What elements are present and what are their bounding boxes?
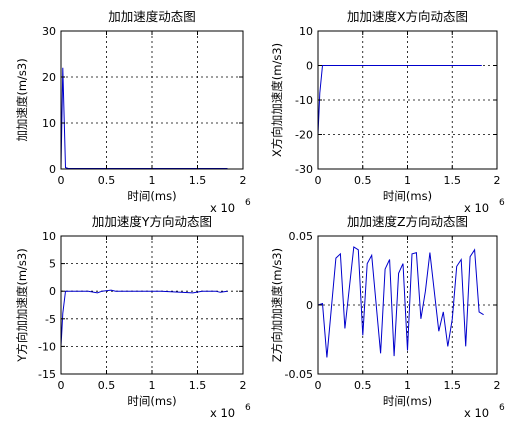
y-tick-label: 30 [42,25,56,38]
y-tick-label: -10 [38,340,56,353]
x-tick-label: 0 [315,379,322,392]
x-tick-label: 1.5 [444,379,462,392]
x-axis-label: 时间(ms) [127,394,176,408]
x-axis-multiplier: x 10 [464,406,489,420]
y-tick-label: -10 [295,94,313,107]
x-tick-label: 1.5 [444,174,462,187]
y-axis-label: Z方向加加速度(m/s3) [270,248,284,362]
y-tick-label: 0 [306,299,313,312]
y-tick-label: 0 [49,285,56,298]
x-axis-exponent: 6 [499,403,505,413]
x-tick-label: 0.5 [98,174,116,187]
y-axis-label: X方向加加速度(m/s3) [270,43,284,157]
x-tick-label: 0 [315,174,322,187]
y-tick-label: -15 [38,368,56,381]
x-tick-label: 1.5 [189,379,207,392]
series-line-1 [60,289,228,347]
x-axis-multiplier: x 10 [464,201,489,215]
y-tick-label: -30 [295,163,313,176]
y-tick-label: 0 [306,60,313,73]
x-tick-label: 1 [149,174,156,187]
y-tick-label: 10 [42,230,56,243]
x-axis-label: 时间(ms) [383,189,432,203]
chart-title: 加加速度Y方向动态图 [92,214,212,229]
y-tick-label: 5 [49,258,56,271]
x-tick-label: 0.5 [98,379,116,392]
x-tick-label: 1 [404,379,411,392]
y-tick-label: 10 [42,117,56,130]
y-axis-label: Y方向加加速度(m/s3) [15,248,29,362]
y-tick-label: -5 [45,313,56,326]
y-tick-label: 20 [42,71,56,84]
x-axis-label: 时间(ms) [383,394,432,408]
x-axis-multiplier: x 10 [210,406,235,420]
x-axis-exponent: 6 [245,403,251,413]
x-axis-exponent: 6 [499,198,505,208]
x-tick-label: 0 [58,174,65,187]
y-tick-label: 0.05 [289,230,314,243]
y-tick-label: 10 [299,25,313,38]
y-tick-label: -20 [295,129,313,142]
x-tick-label: 0.5 [354,379,372,392]
y-tick-label: -0.05 [285,368,313,381]
x-axis-exponent: 6 [245,198,251,208]
x-axis-label: 时间(ms) [127,189,176,203]
x-tick-label: 2 [494,174,501,187]
x-tick-label: 2 [240,174,247,187]
x-tick-label: 1 [404,174,411,187]
x-tick-label: 0.5 [354,174,372,187]
x-tick-label: 2 [240,379,247,392]
y-tick-label: 0 [49,163,56,176]
y-axis-label: 加加速度(m/s3) [15,58,29,141]
chart-title: 加加速度动态图 [108,9,196,24]
x-tick-label: 1 [149,379,156,392]
series-line-1 [317,246,484,358]
x-tick-label: 2 [494,379,501,392]
chart-title: 加加速度X方向动态图 [347,9,468,24]
x-axis-multiplier: x 10 [210,201,235,215]
chart-title: 加加速度Z方向动态图 [347,214,468,229]
series-line-1 [317,65,482,135]
x-tick-label: 1.5 [189,174,207,187]
x-tick-label: 0 [58,379,65,392]
